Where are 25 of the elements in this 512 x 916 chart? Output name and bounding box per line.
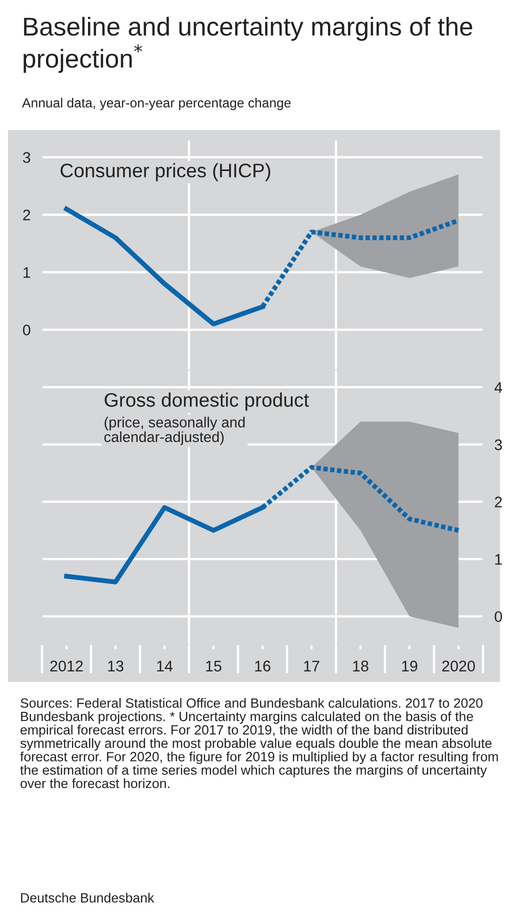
x-tick-label: 2012 — [50, 660, 83, 672]
x-tick-label: 15 — [206, 660, 222, 672]
x-tick-label: 13 — [108, 660, 124, 672]
text: Baseline and uncertainty margins of the projection$^{*}$ — [24, 16, 472, 73]
text: Gross domestic product — [104, 392, 309, 411]
y2-tick-label: 3 — [494, 439, 502, 450]
x-tick-label: 14 — [157, 660, 173, 672]
y2-tick-label: 0 — [494, 611, 502, 622]
y2-tick-label: 2 — [494, 496, 502, 508]
x-tick-label: 19 — [402, 660, 418, 672]
x-tick-label: 2020 — [442, 660, 475, 672]
x-tick-label: 17 — [304, 660, 320, 672]
x-tick-label: 18 — [353, 660, 368, 672]
y-tick-label: 2 — [23, 210, 30, 220]
text: (price, seasonally and calendar-adjusted) — [104, 416, 245, 445]
source-note: Sources: Federal Statistical Office and Bundesbank calculations. 2017 to 2020 Bundesbank projections. * Uncertainty margins calculated on the basis of the empirical forecast errors. For 2017 to 2019, the width of the band distributed symmetrically around the most probable value equals double the mean absolute forecast error. For 2020, the figure for 2019 is multiplied by a factor resulting from the estimation of a time series model which captures the margins of uncertainty over the forecast horizon. — [20, 698, 498, 788]
y-tick-label: 0 — [22, 324, 30, 336]
y-tick-label: 1 — [24, 267, 30, 278]
text: Annual data, year-on-year percentage change — [22, 98, 291, 110]
x-tick-label: 16 — [255, 660, 270, 672]
y-tick-label: 3 — [22, 152, 30, 163]
y2-tick-label: 4 — [494, 382, 502, 393]
text: Consumer prices (HICP) — [60, 163, 270, 182]
text: Deutsche Bundesbank — [21, 892, 154, 903]
y2-tick-label: 1 — [495, 554, 502, 565]
